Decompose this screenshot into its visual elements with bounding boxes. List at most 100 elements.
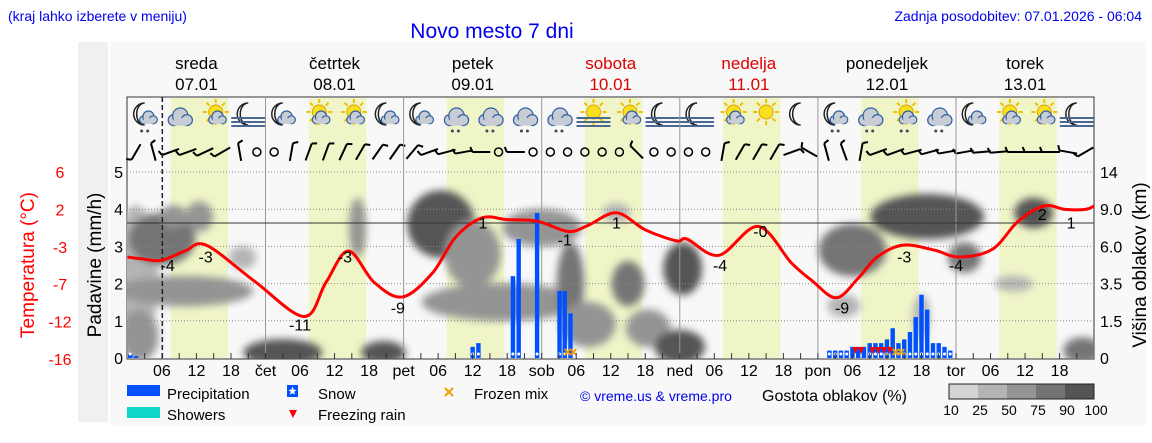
snow-flake-icon	[836, 129, 840, 133]
barb-shaft	[304, 143, 313, 161]
barb-flag	[328, 142, 335, 145]
temp-label: -3	[897, 250, 911, 267]
snow-flake-icon	[560, 129, 564, 133]
cloud-icon	[927, 107, 953, 127]
barb-flag	[1072, 152, 1079, 158]
barb-flag	[175, 150, 181, 156]
x-day-label: pet	[392, 363, 415, 380]
snow-flake-icon	[485, 129, 489, 133]
sun-icon	[753, 99, 780, 125]
legend-precip-swatch	[127, 385, 160, 396]
barb-shaft	[720, 142, 726, 162]
moon-fog-icon	[680, 102, 715, 127]
barb-flag	[150, 139, 156, 145]
daylight-band	[999, 98, 1057, 358]
calm-wind-icon	[580, 147, 590, 157]
daylight-bands	[170, 98, 1057, 358]
day-date: 09.01	[451, 75, 494, 94]
precip-bar	[470, 346, 475, 358]
wind-barb-icon	[304, 142, 318, 161]
snow-flake-icon	[940, 129, 944, 133]
barb-shaft	[990, 150, 1009, 154]
x-hour-label: 06	[153, 363, 171, 380]
snow-flake-icon	[871, 129, 875, 133]
cloud-blob	[1014, 197, 1054, 229]
x-day-label: čet	[255, 363, 277, 380]
sun-ray	[1015, 102, 1020, 107]
snow-marker	[948, 352, 952, 356]
barb-shaft	[130, 143, 142, 161]
cloud-icon	[858, 107, 884, 127]
barb-shaft	[734, 143, 746, 161]
wind-barb-icon	[175, 147, 197, 157]
snow-marker	[839, 352, 843, 356]
moon-fog-icon	[231, 102, 266, 127]
wind-barb-icon	[839, 139, 848, 161]
barb-flag	[399, 143, 406, 147]
cloud-snow-icon	[512, 107, 539, 133]
wind-barb-icon	[405, 144, 424, 160]
cloud-base	[173, 117, 187, 126]
location-hint[interactable]: (kraj lahko izberete v meniju)	[8, 8, 187, 24]
barb-shaft	[288, 142, 294, 162]
cloud-blob	[870, 194, 985, 240]
precip-bar	[925, 309, 930, 358]
cloud-icon	[547, 107, 573, 127]
barb-shaft	[371, 144, 384, 160]
wind-barb-icon	[192, 147, 214, 157]
cloud-base	[143, 118, 154, 124]
barb-flag	[503, 146, 508, 153]
cloud-base	[933, 117, 947, 126]
barb-shaft	[454, 149, 474, 155]
sun-fog-icon	[576, 99, 611, 127]
sun-cloud-snow-icon	[893, 99, 920, 133]
colorbar-swatch	[1036, 384, 1065, 399]
moon-cloud-icon	[961, 102, 987, 126]
barb-flag	[823, 139, 830, 145]
barb-shaft	[955, 149, 974, 155]
sun-ray	[205, 102, 211, 107]
cloud-height-tick: 9.0	[1100, 202, 1122, 219]
precip-tick: 1	[114, 314, 123, 331]
wind-barb-icon	[355, 143, 371, 161]
temp-tick: -16	[48, 352, 71, 369]
barb-shaft	[1077, 146, 1094, 158]
copyright-link[interactable]: © vreme.us & vreme.pro	[580, 388, 732, 404]
snow-marker	[873, 352, 877, 356]
snow-marker	[128, 352, 132, 356]
x-hour-label: 12	[1016, 363, 1034, 380]
wind-barb-icon	[1004, 146, 1026, 153]
snow-marker	[827, 352, 831, 356]
freezing-rain-marker	[886, 347, 893, 354]
colorbar-label: 50	[1001, 402, 1017, 418]
cloud-blob	[228, 246, 257, 269]
legend: Precipitation Showers Snow Freezing rain…	[127, 383, 1108, 424]
density-colorbar: 10 25 50 75 90 100	[943, 383, 1108, 418]
sun-ray	[771, 117, 777, 122]
moon-cloud-icon	[409, 102, 435, 126]
sun-ray	[324, 102, 330, 107]
wind-barb-icon	[769, 143, 785, 161]
temp-label: -4	[949, 258, 963, 275]
precip-bar	[557, 291, 562, 358]
barb-flag	[192, 151, 198, 157]
cloud-icon	[1002, 110, 1021, 125]
snow-flake-icon	[519, 129, 523, 133]
temp-label: -9	[391, 301, 405, 318]
barb-shaft	[214, 146, 231, 158]
cloud-icon	[380, 110, 400, 125]
cloud-blob	[127, 309, 159, 359]
precip-bar	[936, 343, 941, 358]
precip-bar	[942, 346, 947, 358]
cloud-icon	[311, 110, 331, 125]
barb-shaft	[972, 150, 991, 154]
temp-label: 1	[1067, 216, 1076, 233]
wind-barb-icon	[720, 141, 730, 162]
cloud-blob	[818, 223, 887, 277]
cloud-icon	[622, 110, 642, 125]
calm-wind-icon	[597, 147, 607, 157]
cloud-height-tick: 14	[1100, 165, 1118, 182]
x-day-label: pon	[805, 363, 832, 380]
precip-bar	[907, 331, 913, 358]
